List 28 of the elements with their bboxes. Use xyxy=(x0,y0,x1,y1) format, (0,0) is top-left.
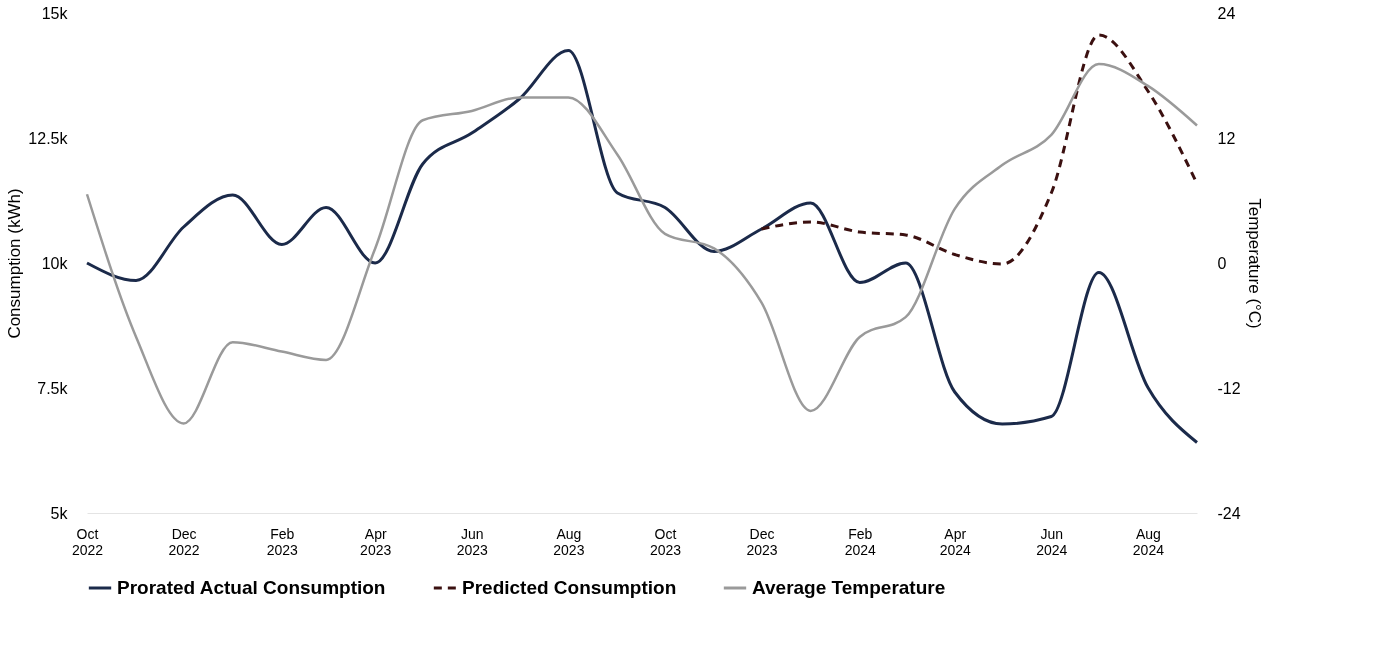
x-tick-label: Apr 2024 xyxy=(939,525,972,558)
x-tick-label: Feb 2023 xyxy=(266,525,299,558)
y2-axis-title: Temperature (°C) xyxy=(1244,198,1264,329)
y-tick-label: 7.5k xyxy=(37,379,69,397)
y-tick-label: 12.5k xyxy=(28,129,69,147)
x-tick-label: Oct 2022 xyxy=(71,525,104,558)
y-tick-label: 10k xyxy=(41,254,69,272)
y-axis-title: Consumption (kWh) xyxy=(5,188,25,339)
x-tick-label: Apr 2023 xyxy=(360,525,392,558)
x-tick-label: Aug 2024 xyxy=(1132,525,1165,558)
line-series xyxy=(760,33,1199,266)
x-tick-label: Jun 2023 xyxy=(456,525,489,558)
x-tick-label: Dec 2022 xyxy=(168,525,200,558)
y2-tick-label: 0 xyxy=(1217,254,1227,272)
x-tick-label: Aug 2023 xyxy=(553,525,585,558)
y2-tick-label: 12 xyxy=(1217,129,1236,147)
y2-tick-label: -24 xyxy=(1217,504,1241,522)
y-tick-label: 15k xyxy=(41,4,69,22)
legend-label: Average Temperature xyxy=(752,577,946,598)
y2-tick-label: -12 xyxy=(1217,379,1241,397)
x-tick-label: Dec 2023 xyxy=(746,525,778,558)
legend-label: Prorated Actual Consumption xyxy=(117,577,386,598)
y-tick-label: 5k xyxy=(50,504,69,522)
x-tick-label: Oct 2023 xyxy=(649,525,682,558)
x-tick-label: Jun 2024 xyxy=(1036,525,1068,558)
x-tick-label: Feb 2024 xyxy=(844,525,876,558)
y2-tick-label: 24 xyxy=(1217,4,1236,22)
legend-label: Predicted Consumption xyxy=(462,577,677,598)
